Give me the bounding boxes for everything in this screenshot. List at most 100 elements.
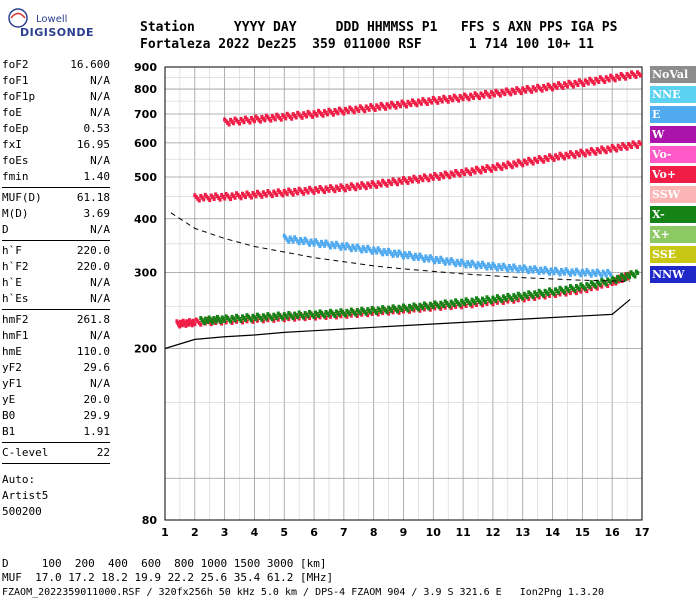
echo-point	[328, 245, 332, 250]
echo-point	[270, 194, 274, 199]
echo-point	[586, 81, 590, 86]
echo-point	[318, 244, 322, 249]
echo-point	[463, 301, 467, 306]
echo-point	[482, 94, 486, 99]
legend-item: X-	[650, 206, 696, 223]
echo-point	[397, 249, 401, 254]
y-tick-label: 600	[134, 137, 157, 150]
x-tick-label: 10	[426, 526, 442, 539]
echo-point	[375, 310, 379, 315]
echo-point	[604, 282, 608, 287]
x-tick-label: 16	[605, 526, 621, 539]
echo-point	[573, 154, 577, 159]
echo-point	[628, 75, 632, 80]
echo-point	[219, 320, 223, 325]
x-tick-label: 7	[340, 526, 348, 539]
echo-point	[415, 103, 419, 108]
echo-point	[300, 115, 304, 120]
legend-item: Vo-	[650, 146, 696, 163]
echo-point	[458, 173, 462, 178]
echo-point	[536, 293, 540, 298]
echo-point	[439, 255, 443, 260]
header-values: Fortaleza 2022 Dez25 359 011000 RSF 1 71…	[140, 37, 594, 52]
legend-item: W	[650, 126, 696, 143]
param-key: foE	[2, 106, 22, 119]
echo-point	[354, 187, 358, 192]
logo-emblem-icon	[8, 8, 28, 28]
echo-point	[300, 239, 304, 244]
echo-point	[613, 78, 617, 83]
echo-point	[603, 79, 607, 84]
echo-point	[562, 290, 566, 295]
echo-point	[597, 79, 601, 84]
echo-point	[212, 196, 216, 201]
echo-point	[588, 285, 592, 290]
echo-point	[393, 249, 397, 254]
echo-point	[410, 179, 414, 184]
echo-point	[238, 121, 242, 126]
echo-point	[475, 265, 479, 270]
echo-point	[223, 196, 227, 201]
echo-point	[385, 310, 389, 315]
echo-point	[430, 100, 434, 105]
echo-point	[469, 302, 473, 307]
param-row: fmin 1.40	[2, 169, 110, 185]
echo-point	[346, 110, 350, 115]
echo-point	[460, 305, 464, 310]
x-tick-label: 9	[400, 526, 408, 539]
echo-point	[451, 259, 455, 264]
echo-point	[281, 193, 285, 198]
y-tick-label: 80	[142, 514, 158, 527]
param-row: yE 20.0	[2, 392, 110, 408]
echo-point	[254, 317, 258, 322]
echo-point	[445, 257, 449, 262]
echo-point	[525, 295, 529, 300]
echo-point	[449, 257, 453, 262]
x-tick-label: 5	[280, 526, 288, 539]
echo-point	[513, 90, 517, 95]
echo-point	[562, 156, 566, 161]
echo-point	[431, 176, 435, 181]
echo-point	[625, 146, 629, 151]
echo-point	[232, 121, 236, 126]
echo-point	[269, 118, 273, 123]
echo-point	[239, 318, 243, 323]
echo-point	[294, 115, 298, 120]
legend-item: NNW	[650, 266, 696, 283]
echo-point	[403, 251, 407, 256]
echo-point	[479, 265, 483, 270]
echo-point	[379, 250, 383, 255]
echo-point	[281, 316, 285, 321]
echo-point	[223, 318, 227, 323]
echo-point	[492, 93, 496, 98]
echo-point	[452, 261, 456, 266]
echo-point	[214, 319, 218, 324]
echo-point	[413, 252, 417, 257]
echo-point	[527, 270, 531, 275]
param-group-virtual-heights: h`F 220.0 h`F2 220.0 h`E N/A h`Es N/A	[2, 243, 110, 307]
echo-point	[333, 245, 337, 250]
echo-point	[336, 111, 340, 116]
echo-point	[357, 108, 361, 113]
echo-point	[322, 243, 326, 248]
echo-point	[312, 242, 316, 247]
echo-point	[633, 274, 637, 279]
echo-point	[379, 183, 383, 188]
echo-point	[565, 84, 569, 89]
param-key: foEs	[2, 154, 29, 167]
param-key: yF1	[2, 377, 22, 390]
param-value: N/A	[90, 292, 110, 305]
echo-point	[524, 89, 528, 94]
echo-point	[229, 319, 233, 324]
echo-point	[530, 89, 534, 94]
param-value: N/A	[90, 377, 110, 390]
divider	[2, 309, 110, 310]
param-row: foE N/A	[2, 105, 110, 121]
echo-point	[288, 235, 292, 240]
file-info: FZAOM_2022359011000.RSF / 320fx256h 50 k…	[2, 587, 605, 598]
echo-point	[485, 266, 489, 271]
echo-point	[583, 153, 587, 158]
echo-point	[519, 91, 523, 96]
echo-point	[418, 252, 422, 257]
param-value: N/A	[90, 223, 110, 236]
